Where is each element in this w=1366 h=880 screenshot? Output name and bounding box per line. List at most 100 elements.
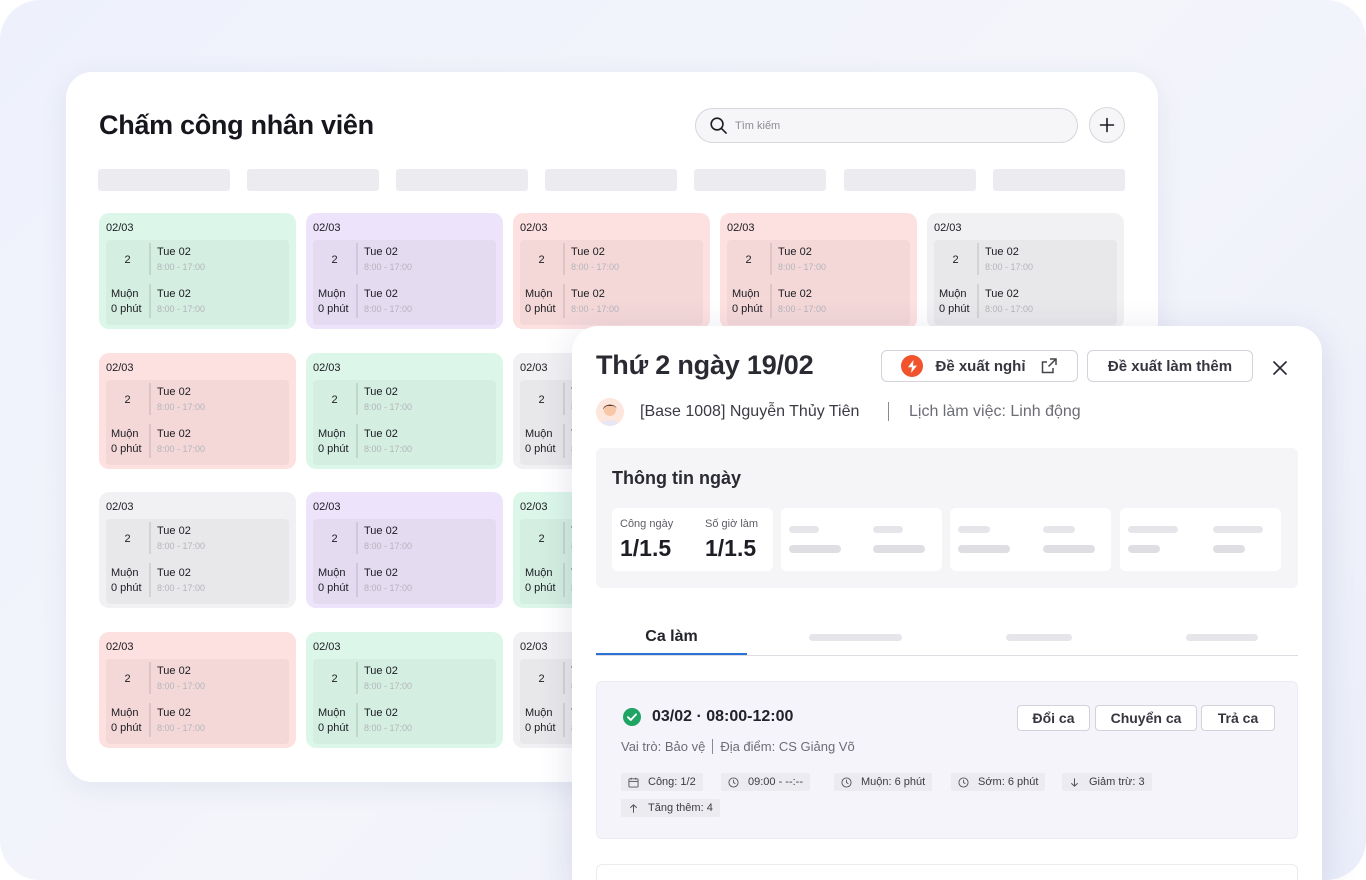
cell-late-value: 0 phút (111, 722, 142, 734)
cell-late: Muộn 0 phút (939, 287, 970, 317)
cell-day: Tue 02 (157, 567, 191, 579)
cell-late-label: Muộn (318, 707, 346, 719)
cell-late-label: Muộn (525, 288, 553, 300)
attendance-cell[interactable]: 02/03 2 Muộn 0 phút Tue 02 8:00 - 17:00 Tue 02… (306, 632, 503, 748)
cell-divider (149, 424, 151, 458)
cell-day: Tue 02 (985, 246, 1019, 258)
cell-time: 8:00 - 17:00 (985, 262, 1034, 272)
external-link-icon (1041, 358, 1057, 374)
column-header-placeholder (694, 169, 826, 191)
page-title: Chấm công nhân viên (99, 110, 374, 140)
column-header-placeholder (396, 169, 528, 191)
chip-early-label: Sớm: 6 phút (978, 776, 1039, 788)
cell-time: 8:00 - 17:00 (157, 304, 206, 314)
cell-late-value: 0 phút (318, 722, 349, 734)
cell-count: 2 (331, 672, 338, 685)
cell-count: 2 (124, 672, 131, 685)
add-button[interactable] (1089, 107, 1125, 143)
tab-placeholder[interactable] (809, 634, 902, 641)
cell-late: Muộn 0 phút (525, 566, 556, 596)
cell-divider (356, 284, 358, 318)
return-shift-button[interactable]: Trả ca (1201, 705, 1275, 731)
tab-placeholder[interactable] (1006, 634, 1072, 641)
cell-date: 02/03 (313, 362, 341, 374)
cell-date: 02/03 (727, 222, 755, 234)
cell-day: Tue 02 (571, 288, 605, 300)
cell-late-value: 0 phút (525, 722, 556, 734)
cell-divider (356, 424, 358, 458)
cell-late-value: 0 phút (111, 582, 142, 594)
cell-count: 2 (331, 393, 338, 406)
cell-time: 8:00 - 17:00 (157, 444, 206, 454)
cell-late-value: 0 phút (318, 582, 349, 594)
transfer-shift-button[interactable]: Chuyển ca (1095, 705, 1197, 731)
tab-shifts[interactable]: Ca làm (645, 628, 698, 645)
overtime-request-button[interactable]: Đề xuất làm thêm (1087, 350, 1253, 382)
cell-divider (563, 424, 565, 458)
attendance-cell[interactable]: 02/03 2 Muộn 0 phút Tue 02 8:00 - 17:00 Tue 02… (99, 213, 296, 329)
close-button[interactable] (1270, 358, 1290, 378)
tab-placeholder[interactable] (1186, 634, 1258, 641)
search-box[interactable] (695, 108, 1078, 143)
cell-divider (563, 383, 565, 415)
cell-count: 2 (538, 672, 545, 685)
cell-date: 02/03 (520, 222, 548, 234)
attendance-cell[interactable]: 02/03 2 Muộn 0 phút Tue 02 8:00 - 17:00 Tue 02… (720, 213, 917, 329)
cell-time: 8:00 - 17:00 (157, 681, 206, 691)
chip-deduct-label: Giảm trừ: 3 (1089, 776, 1145, 788)
cell-body: 2 Muộn 0 phút Tue 02 8:00 - 17:00 Tue 02 8:00 … (313, 240, 496, 325)
cell-late-label: Muộn (111, 428, 139, 440)
cell-time: 8:00 - 17:00 (364, 681, 413, 691)
attendance-cell[interactable]: 02/03 2 Muộn 0 phút Tue 02 8:00 - 17:00 Tue 02… (99, 632, 296, 748)
cell-late-value: 0 phút (525, 443, 556, 455)
attendance-cell[interactable]: 02/03 2 Muộn 0 phút Tue 02 8:00 - 17:00 Tue 02… (513, 213, 710, 329)
placeholder-bar (1043, 545, 1095, 553)
cell-day: Tue 02 (364, 288, 398, 300)
clock-icon (958, 776, 969, 788)
cell-divider (563, 662, 565, 694)
swap-shift-button[interactable]: Đổi ca (1017, 705, 1090, 731)
cell-date: 02/03 (313, 501, 341, 513)
shift-card: 03/02 · 08:00-12:00 Đổi ca Chuyển ca Trả… (596, 681, 1298, 839)
cell-day: Tue 02 (157, 707, 191, 719)
cell-body: 2 Muộn 0 phút Tue 02 8:00 - 17:00 Tue 02 8:00 … (520, 240, 703, 325)
placeholder-bar (789, 545, 841, 553)
cell-late-value: 0 phút (939, 303, 970, 315)
cell-time: 8:00 - 17:00 (778, 304, 827, 314)
chip-add-label: Tăng thêm: 4 (648, 802, 713, 814)
cell-time: 8:00 - 17:00 (364, 541, 413, 551)
chip-late: Muộn: 6 phút (834, 773, 933, 791)
cell-date: 02/03 (934, 222, 962, 234)
cell-divider (770, 243, 772, 275)
cell-divider (977, 243, 979, 275)
search-input[interactable] (735, 119, 1055, 132)
lightning-icon (901, 355, 924, 377)
cell-day: Tue 02 (364, 246, 398, 258)
cell-divider (356, 662, 358, 694)
cell-count: 2 (124, 253, 131, 266)
cell-body: 2 Muộn 0 phút Tue 02 8:00 - 17:00 Tue 02 8:00 … (313, 659, 496, 744)
cell-late: Muộn 0 phút (318, 706, 349, 736)
shift-meta: Vai trò: Bảo vệ Địa điểm: CS Giảng Võ (621, 739, 855, 754)
attendance-cell[interactable]: 02/03 2 Muộn 0 phút Tue 02 8:00 - 17:00 Tue 02… (306, 353, 503, 469)
cell-day: Tue 02 (157, 428, 191, 440)
employee-name: [Base 1008] Nguyễn Thủy Tiên (640, 403, 860, 420)
attendance-cell[interactable]: 02/03 2 Muộn 0 phút Tue 02 8:00 - 17:00 Tue 02… (306, 213, 503, 329)
cell-date: 02/03 (106, 362, 134, 374)
cell-count: 2 (538, 393, 545, 406)
placeholder-bar (873, 545, 925, 553)
leave-request-button[interactable]: Đề xuất nghỉ (881, 350, 1078, 382)
cell-divider (977, 284, 979, 318)
column-header-placeholder (247, 169, 379, 191)
cell-day: Tue 02 (364, 707, 398, 719)
attendance-cell[interactable]: 02/03 2 Muộn 0 phút Tue 02 8:00 - 17:00 Tue 02… (99, 492, 296, 608)
cell-late: Muộn 0 phút (525, 287, 556, 317)
cell-date: 02/03 (106, 222, 134, 234)
workday-value: 1/1.5 (620, 535, 672, 561)
attendance-cell[interactable]: 02/03 2 Muộn 0 phút Tue 02 8:00 - 17:00 Tue 02… (99, 353, 296, 469)
cell-date: 02/03 (313, 641, 341, 653)
attendance-cell[interactable]: 02/03 2 Muộn 0 phút Tue 02 8:00 - 17:00 Tue 02… (927, 213, 1124, 329)
attendance-cell[interactable]: 02/03 2 Muộn 0 phút Tue 02 8:00 - 17:00 Tue 02… (306, 492, 503, 608)
cell-day: Tue 02 (364, 386, 398, 398)
cell-late: Muộn 0 phút (111, 427, 142, 457)
